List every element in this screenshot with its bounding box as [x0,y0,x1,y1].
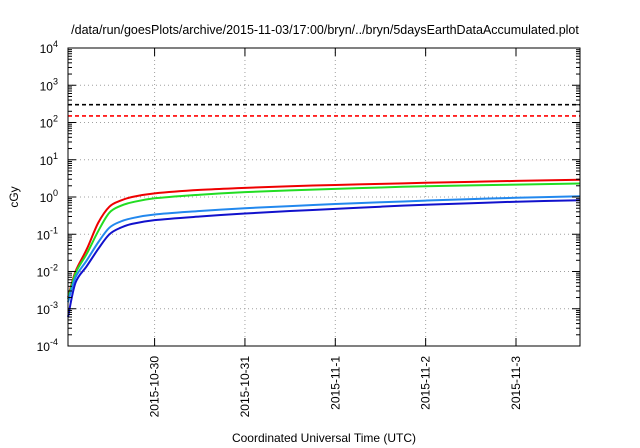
x-tick-label: 2015-11-3 [509,356,523,410]
y-tick-label: 101 [40,151,58,168]
x-tick-label: 2015-10-31 [238,356,252,418]
y-tick-label: 104 [40,39,58,56]
y-tick-label: 10-4 [37,337,58,354]
series-group [67,178,581,318]
x-tick-label: 2015-11-2 [419,356,433,410]
x-tick-label: 2015-10-30 [148,356,162,418]
y-tick-label: 100 [40,188,58,205]
axis-ticks [68,47,580,347]
y-axis-label: cGy [7,186,21,207]
x-axis-label: Coordinated Universal Time (UTC) [232,431,416,445]
y-tick-label: 10-3 [37,300,58,317]
y-tick-label: 103 [40,76,58,93]
series-line-3 [67,195,581,303]
grid [68,48,580,346]
y-tick-label: 102 [40,114,58,131]
series-line-2 [67,182,581,300]
y-tick-label: 10-2 [37,263,58,280]
chart-title: /data/run/goesPlots/archive/2015-11-03/1… [71,23,579,37]
series-line-4 [67,199,581,318]
y-tick-labels: 10-4 10-3 10-2 10-1 100 101 102 103 104 [37,39,58,354]
threshold-lines [68,103,580,117]
y-tick-label: 10-1 [37,225,58,242]
x-tick-labels: 2015-10-30 2015-10-31 2015-11-1 2015-11-2 20… [148,356,523,418]
series-line-1 [67,178,581,298]
x-tick-label: 2015-11-1 [328,356,342,410]
